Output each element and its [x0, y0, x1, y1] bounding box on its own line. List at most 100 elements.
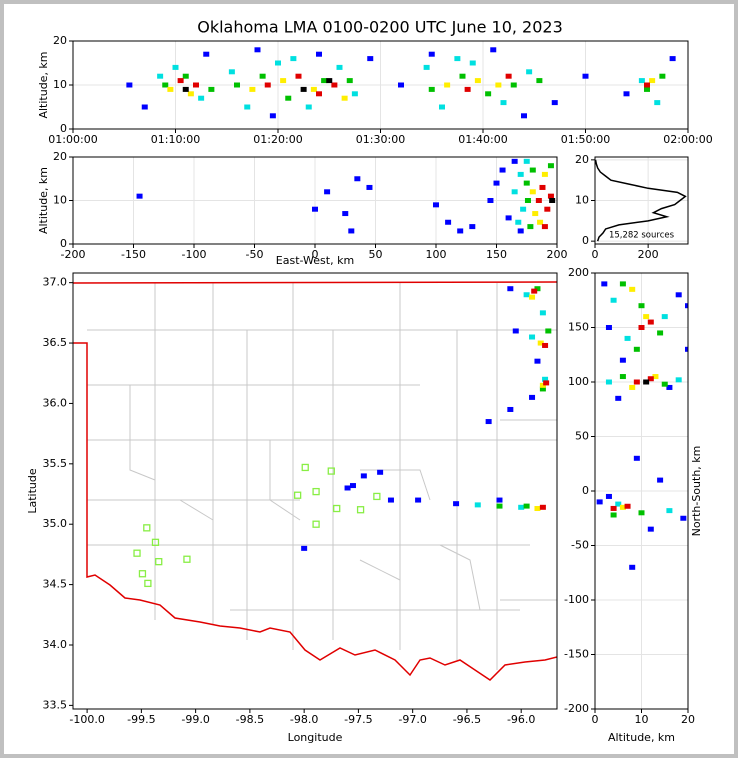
x-tick-label: 02:00:00 [663, 133, 712, 146]
x-tick-label: -97.5 [344, 713, 372, 726]
source-point [512, 328, 519, 334]
source-point [312, 206, 318, 212]
source-point [259, 73, 266, 79]
y-tick-label: 20 [53, 150, 67, 163]
source-point [531, 288, 538, 294]
source-point [541, 171, 548, 177]
source-point [398, 82, 404, 88]
y-axis-label: Altitude, km [37, 51, 50, 118]
source-point [537, 340, 544, 346]
source-point [198, 95, 205, 101]
source-point [464, 86, 471, 92]
y-tick-label: 35.5 [43, 457, 68, 470]
source-point [539, 504, 546, 510]
y-tick-label: 37.0 [43, 276, 68, 289]
source-point [499, 167, 506, 173]
x-tick-label: 01:50:00 [561, 133, 610, 146]
source-point [439, 104, 445, 110]
source-point [496, 503, 503, 509]
source-point [172, 64, 179, 70]
source-point [657, 330, 664, 336]
source-point [136, 193, 143, 199]
source-point [360, 473, 367, 479]
source-point [532, 211, 539, 217]
x-tick-label: -97.0 [398, 713, 426, 726]
y-axis-label: Latitude [26, 468, 39, 514]
source-point [638, 78, 645, 84]
source-point [619, 357, 626, 363]
source-point [545, 328, 552, 334]
source-point [324, 189, 331, 195]
y-tick-label: 20 [53, 34, 67, 47]
source-point [415, 497, 422, 503]
y-tick-label: 200 [568, 266, 589, 279]
station [312, 520, 320, 528]
source-point [539, 386, 546, 392]
source-point [453, 501, 460, 507]
source-point [275, 60, 281, 66]
profile-line [595, 159, 687, 242]
source-point [285, 95, 292, 101]
source-point [341, 95, 348, 101]
source-point [377, 469, 384, 475]
source-point [167, 86, 174, 92]
source-point [348, 228, 355, 234]
source-point [657, 477, 664, 483]
source-point [647, 526, 654, 532]
source-point [367, 56, 374, 62]
station [155, 558, 163, 566]
source-point [661, 381, 668, 387]
source-point [523, 158, 530, 164]
source-point [615, 395, 622, 401]
y-tick-label: 0 [60, 122, 67, 135]
x-tick-label: 20 [681, 713, 695, 726]
source-point [141, 104, 148, 110]
x-axis-label: East-West, km [276, 254, 354, 267]
station [373, 492, 381, 501]
y-tick-label: 0 [582, 234, 589, 247]
source-point [423, 64, 430, 70]
source-point [495, 82, 502, 88]
source-point [518, 504, 525, 510]
source-point [182, 86, 189, 92]
source-point [354, 176, 361, 182]
source-point [249, 86, 256, 92]
source-point [685, 303, 688, 309]
source-point [490, 47, 497, 53]
source-point [526, 69, 533, 75]
source-point [529, 294, 536, 300]
x-tick-label: 01:40:00 [458, 133, 507, 146]
source-point [505, 215, 512, 221]
station [138, 570, 147, 578]
source-point [539, 184, 546, 190]
source-point [428, 86, 435, 92]
source-point [457, 228, 464, 234]
x-tick-label: -100 [182, 248, 207, 261]
source-point [310, 86, 317, 92]
source-point [523, 503, 530, 509]
station [183, 555, 191, 563]
station [301, 463, 309, 472]
y-tick-label: 0 [582, 484, 589, 497]
y-tick-label: -200 [564, 702, 589, 715]
source-point [493, 180, 500, 186]
source-point [666, 508, 673, 514]
county-lines [87, 283, 557, 670]
source-point [647, 376, 654, 382]
source-point [643, 379, 650, 385]
source-point [517, 228, 524, 234]
x-axis-label: Longitude [288, 731, 343, 744]
source-point [605, 493, 612, 499]
x-tick-label: 01:00:00 [48, 133, 97, 146]
source-point [527, 224, 534, 230]
y-tick-label: 50 [575, 430, 589, 443]
chart-title: Oklahoma LMA 0100-0200 UTC June 10, 2023 [197, 18, 563, 37]
source-point [228, 69, 235, 75]
source-point [505, 73, 512, 79]
source-point [529, 167, 536, 173]
annotation: 15,282 sources [609, 231, 675, 241]
x-axis-label: Altitude, km [608, 731, 675, 744]
source-point [485, 91, 492, 97]
source-point [428, 51, 435, 57]
source-point [644, 82, 650, 88]
